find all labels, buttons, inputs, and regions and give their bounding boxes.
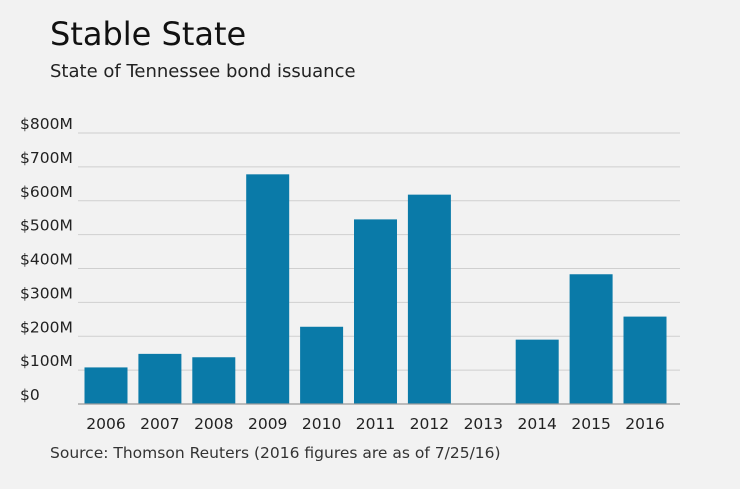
x-tick-label: 2006 [86,415,125,433]
x-tick-label: 2012 [410,415,449,433]
bar-2010 [300,326,344,404]
bar-2011 [354,219,397,404]
x-tick-label: 2008 [194,415,233,433]
source-note: Source: Thomson Reuters (2016 figures ar… [50,444,501,462]
y-tick-label: $700M [20,149,73,167]
y-tick-label: $100M [20,352,73,370]
bar-2016 [623,316,667,404]
bar-2006 [84,367,128,404]
chart-subtitle: State of Tennessee bond issuance [50,61,356,82]
y-tick-label: $200M [20,318,73,336]
bar-2008 [192,357,236,404]
bar-2007 [138,353,182,404]
x-tick-label: 2011 [356,415,395,433]
bar-2012 [407,194,451,404]
x-tick-label: 2016 [625,415,664,433]
bars [84,174,667,404]
x-tick-label: 2010 [302,415,341,433]
y-tick-label: $400M [20,251,73,269]
x-tick-label: 2013 [464,415,503,433]
bar-2015 [569,274,613,404]
bar-2014 [515,339,559,404]
y-tick-label: $500M [20,217,73,235]
bar-2009 [246,174,290,404]
x-tick-label: 2007 [140,415,179,433]
y-axis-tick-labels: $0 $100M $200M $300M $400M $500M $600M $700M $80… [20,115,73,404]
y-tick-label: $600M [20,183,73,201]
y-tick-label: $300M [20,284,73,302]
x-tick-label: 2009 [248,415,287,433]
chart-title: Stable State [50,15,247,53]
x-tick-label: 2014 [517,415,556,433]
x-tick-label: 2015 [571,415,610,433]
y-tick-label: $0 [20,386,40,404]
y-tick-label: $800M [20,115,73,133]
x-axis-tick-labels: 2006 2007 2008 2009 2010 2011 2012 2013 2014 2015… [86,415,664,433]
